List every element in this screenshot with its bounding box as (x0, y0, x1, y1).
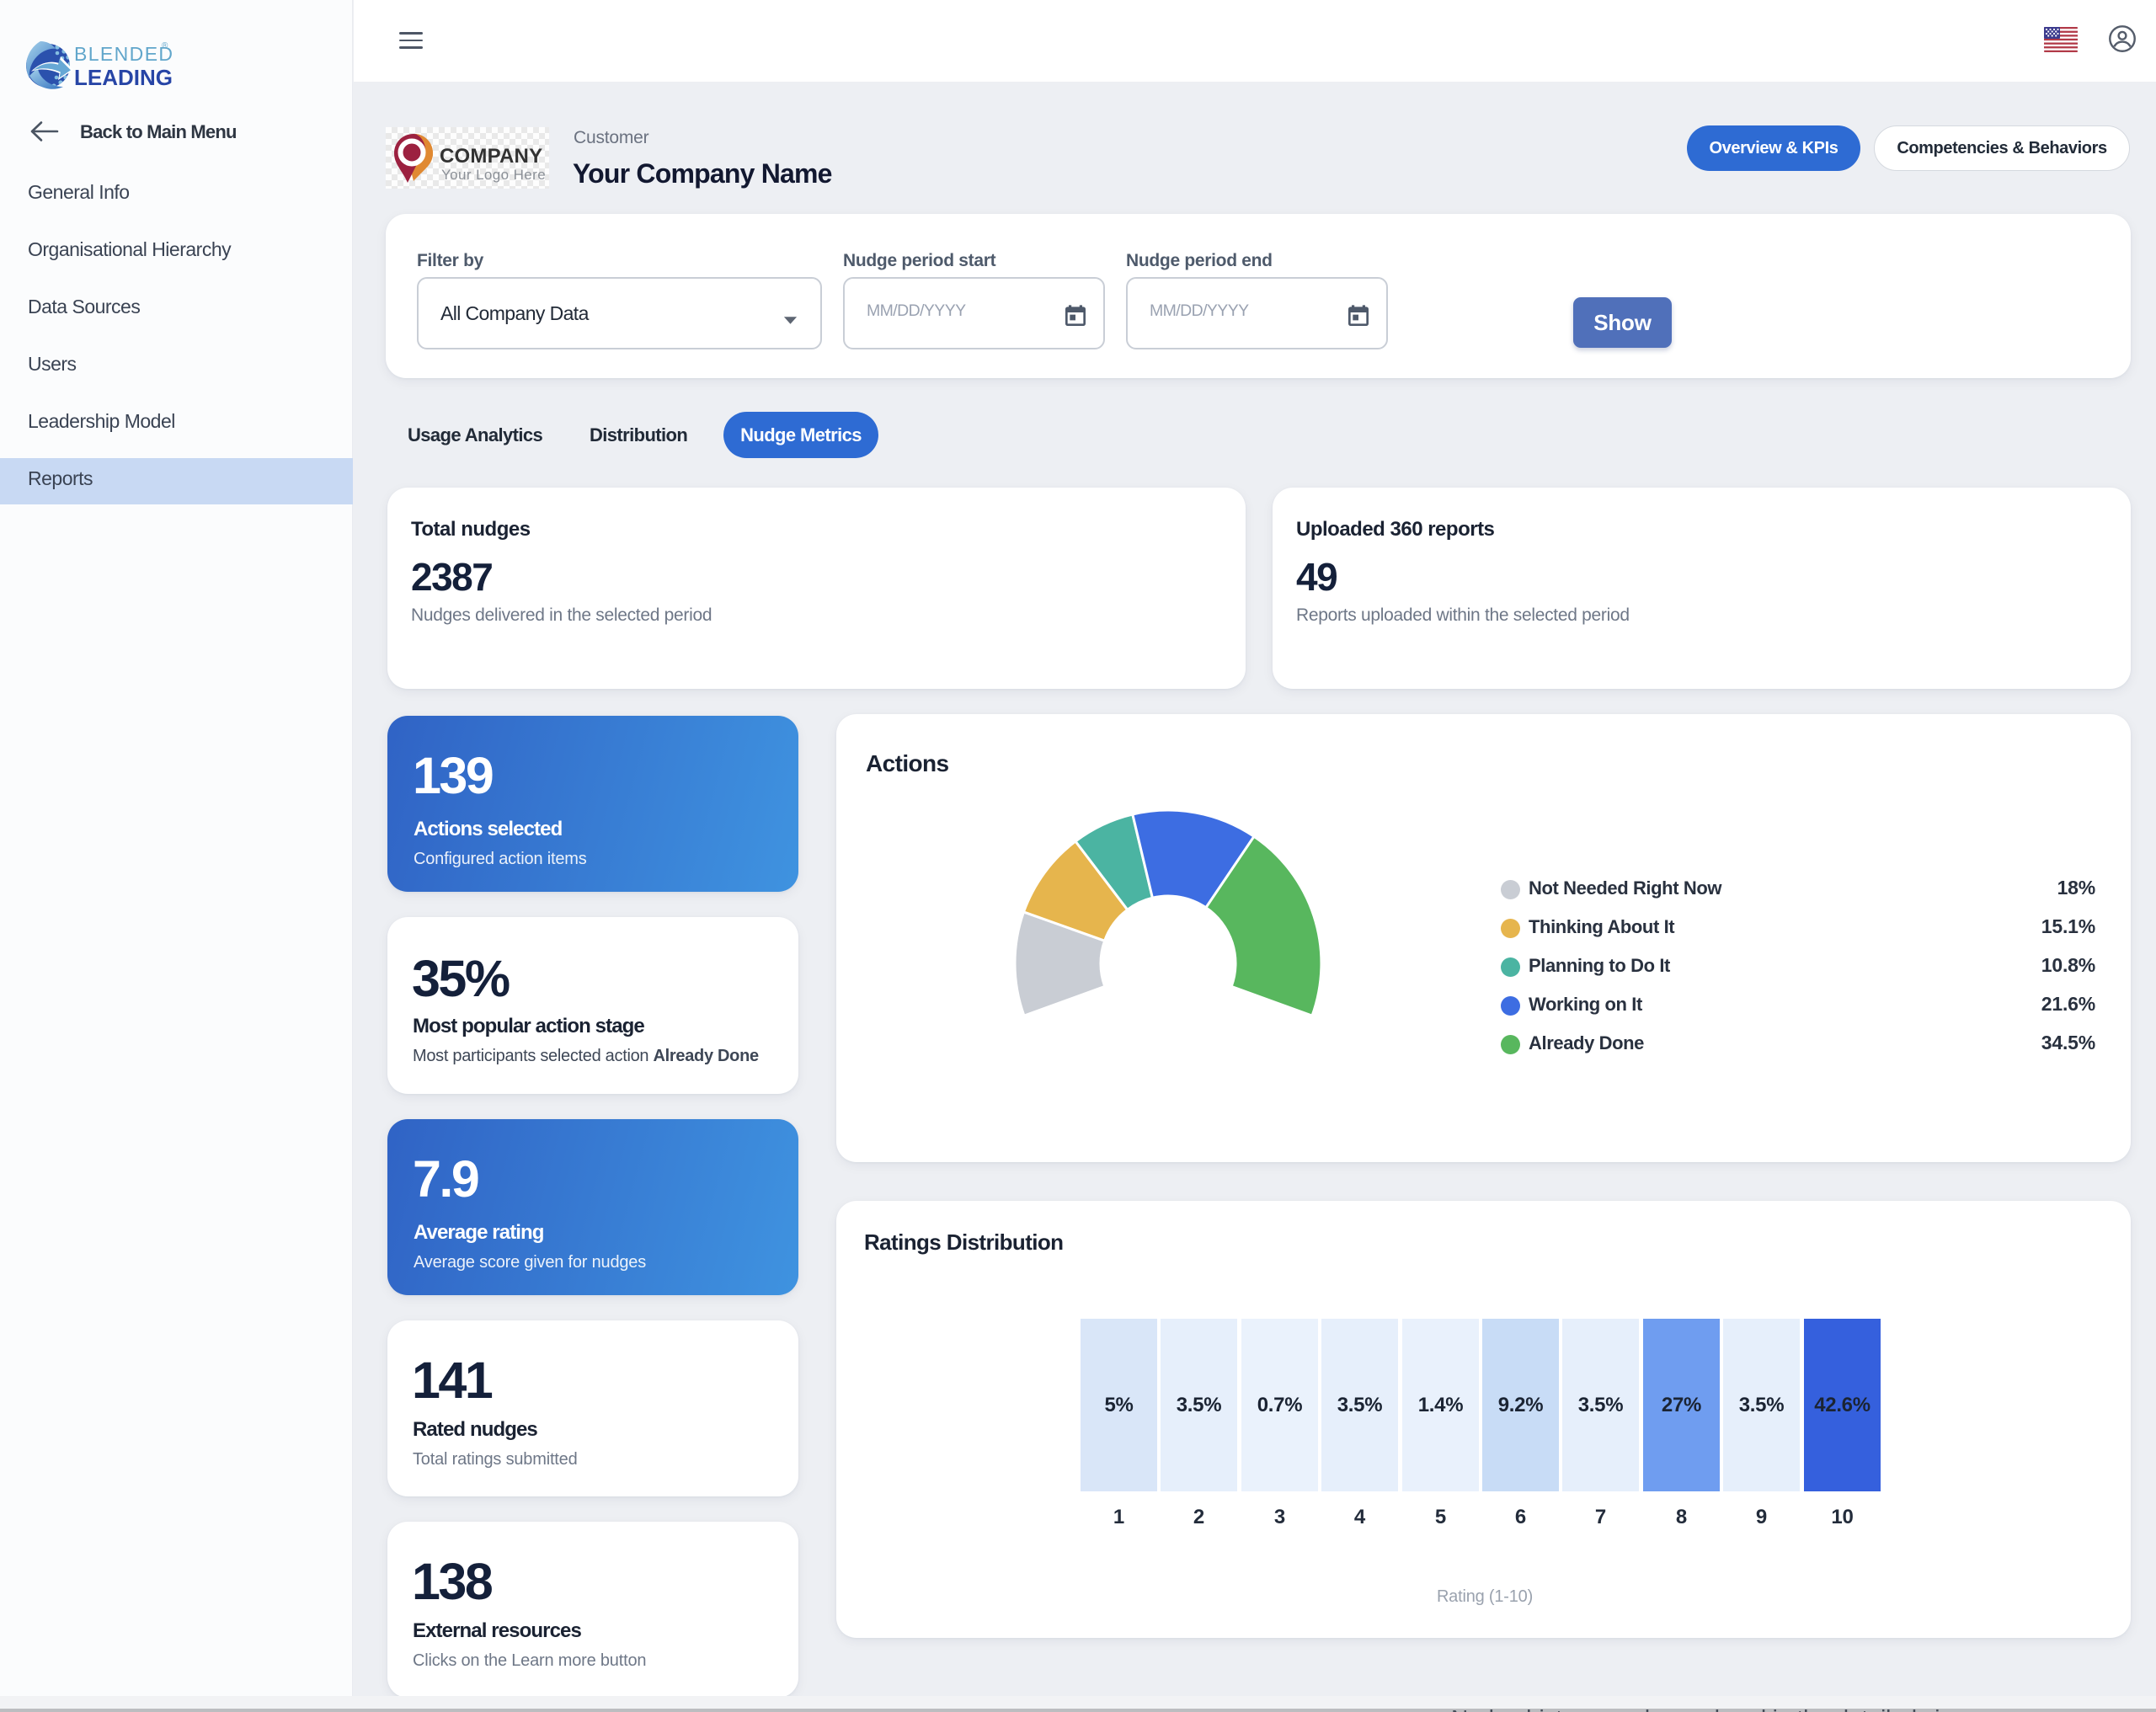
svg-text:Your Logo Here: Your Logo Here (441, 167, 546, 183)
svg-text:®: ® (162, 41, 168, 51)
svg-text:LEADING: LEADING (74, 65, 173, 90)
svg-text:COMPANY: COMPANY (440, 145, 542, 168)
svg-text:BLENDED: BLENDED (74, 43, 173, 65)
